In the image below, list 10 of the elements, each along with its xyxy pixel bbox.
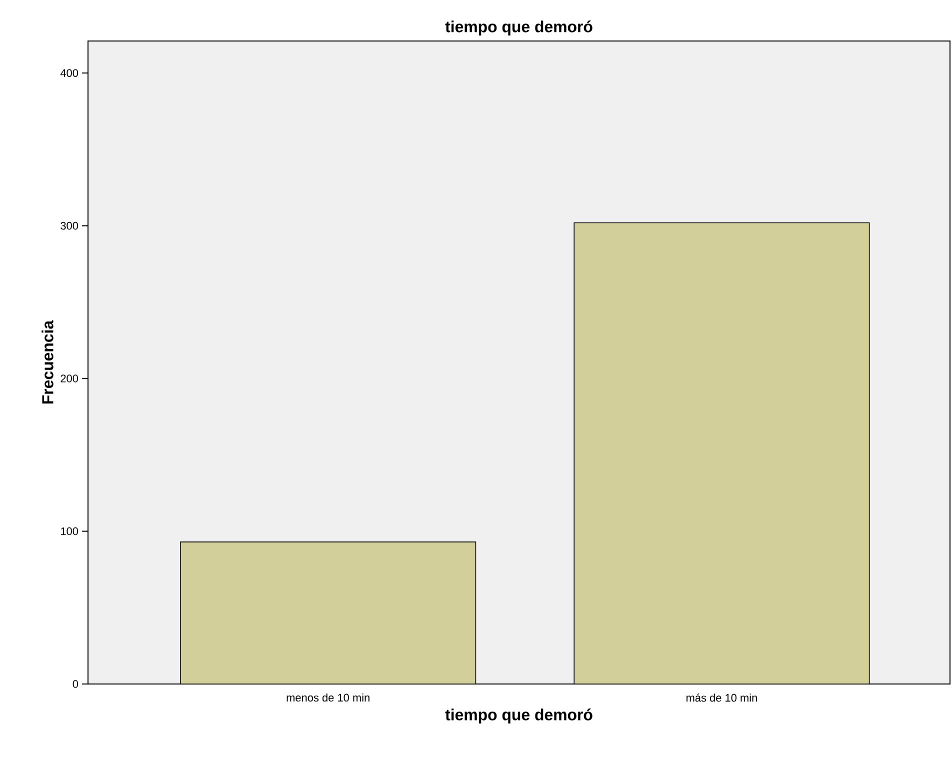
y-tick-label: 100 — [61, 527, 78, 536]
y-tick-label: 200 — [60, 374, 78, 382]
x-tick-label: menos de 10 min — [286, 694, 370, 702]
y-tick-label: 300 — [60, 222, 78, 230]
y-tick-label: 400 — [60, 69, 78, 77]
x-tick-label: más de 10 min — [686, 694, 757, 702]
x-axis-title: tiempo que demoró — [445, 708, 592, 724]
y-axis-title: Frecuencia — [42, 320, 54, 404]
chart-title: tiempo que demoró — [445, 20, 592, 36]
y-tick-label: 0 — [72, 680, 78, 688]
